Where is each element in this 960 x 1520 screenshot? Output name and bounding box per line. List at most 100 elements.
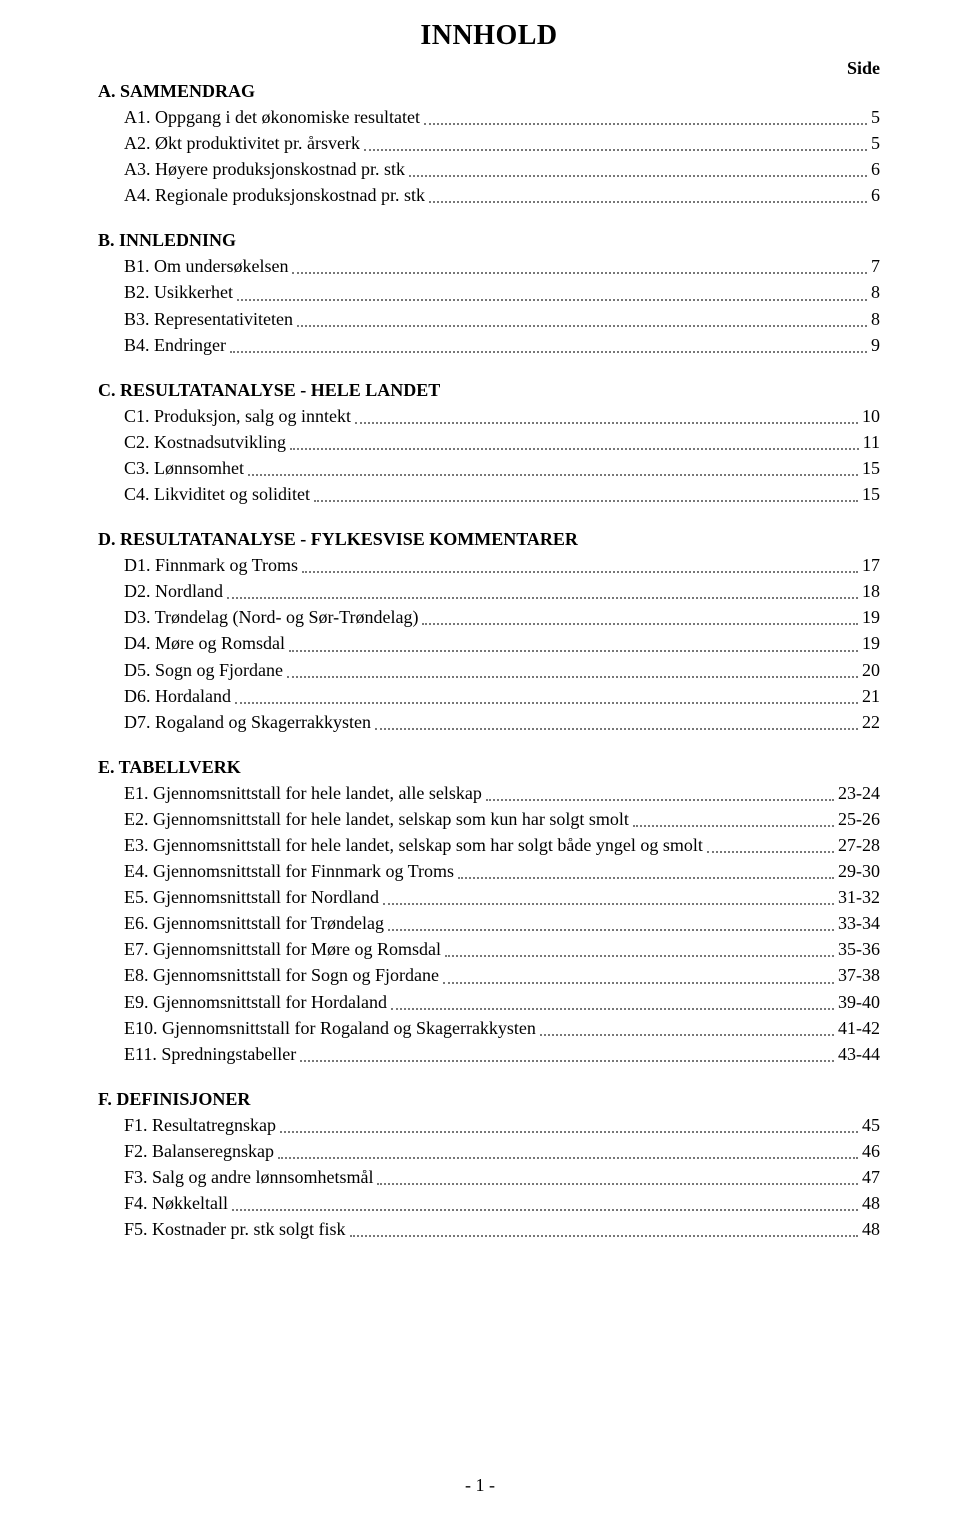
toc-entry-page: 22 bbox=[862, 709, 880, 735]
toc-entry-label: D3. Trøndelag (Nord- og Sør-Trøndelag) bbox=[124, 604, 418, 630]
toc-row: E9. Gjennomsnittstall for Hordaland 39-40 bbox=[98, 989, 880, 1015]
toc-entry-label: A4. Regionale produksjonskostnad pr. stk bbox=[124, 182, 425, 208]
toc-row: E10. Gjennomsnittstall for Rogaland og S… bbox=[98, 1015, 880, 1041]
toc-leader-dots bbox=[388, 929, 834, 931]
toc-entry-page: 21 bbox=[862, 683, 880, 709]
toc-row: D5. Sogn og Fjordane20 bbox=[98, 657, 880, 683]
toc-entry-label: E5. Gjennomsnittstall for Nordland bbox=[124, 884, 379, 910]
toc-entry-label: E1. Gjennomsnittstall for hele landet, a… bbox=[124, 780, 482, 806]
toc-leader-dots bbox=[278, 1157, 858, 1159]
toc-leader-dots bbox=[458, 877, 834, 879]
toc-entry-page: 19 bbox=[862, 604, 880, 630]
toc-entry-page: 47 bbox=[862, 1164, 880, 1190]
toc-row: A4. Regionale produksjonskostnad pr. stk… bbox=[98, 182, 880, 208]
toc-leader-dots bbox=[300, 1060, 834, 1062]
toc-entry-label: C4. Likviditet og soliditet bbox=[124, 481, 310, 507]
section-header: A. SAMMENDRAG bbox=[98, 81, 880, 102]
toc-entry-label: E3. Gjennomsnittstall for hele landet, s… bbox=[124, 832, 703, 858]
toc-leader-dots bbox=[707, 851, 834, 853]
toc-entry-label: F5. Kostnader pr. stk solgt fisk bbox=[124, 1216, 346, 1242]
toc-leader-dots bbox=[422, 623, 858, 625]
toc-entry-page: 35-36 bbox=[838, 936, 880, 962]
toc-row: E8. Gjennomsnittstall for Sogn og Fjorda… bbox=[98, 962, 880, 988]
toc-row: D2. Nordland18 bbox=[98, 578, 880, 604]
toc-row: F4. Nøkkeltall 48 bbox=[98, 1190, 880, 1216]
toc-row: A1. Oppgang i det økonomiske resultatet 5 bbox=[98, 104, 880, 130]
toc-row: F5. Kostnader pr. stk solgt fisk48 bbox=[98, 1216, 880, 1242]
toc-leader-dots bbox=[377, 1183, 858, 1185]
toc-row: F2. Balanseregnskap46 bbox=[98, 1138, 880, 1164]
toc-row: D4. Møre og Romsdal19 bbox=[98, 630, 880, 656]
toc-entry-page: 5 bbox=[871, 104, 880, 130]
toc-leader-dots bbox=[314, 500, 858, 502]
toc-entry-page: 17 bbox=[862, 552, 880, 578]
toc-row: D6. Hordaland21 bbox=[98, 683, 880, 709]
toc-row: B2. Usikkerhet8 bbox=[98, 279, 880, 305]
toc-leader-dots bbox=[486, 799, 834, 801]
toc-entry-page: 6 bbox=[871, 156, 880, 182]
toc-row: C3. Lønnsomhet 15 bbox=[98, 455, 880, 481]
toc-entry-label: C1. Produksjon, salg og inntekt bbox=[124, 403, 351, 429]
toc-leader-dots bbox=[232, 1209, 858, 1211]
toc-leader-dots bbox=[375, 728, 858, 730]
toc-section: B. INNLEDNINGB1. Om undersøkelsen7B2. Us… bbox=[98, 230, 880, 357]
toc-row: E4. Gjennomsnittstall for Finnmark og Tr… bbox=[98, 858, 880, 884]
toc-section: F. DEFINISJONERF1. Resultatregnskap45F2.… bbox=[98, 1089, 880, 1242]
toc-entry-page: 15 bbox=[862, 455, 880, 481]
toc-entry-label: F2. Balanseregnskap bbox=[124, 1138, 274, 1164]
toc-entry-page: 37-38 bbox=[838, 962, 880, 988]
toc-section: D. RESULTATANALYSE - FYLKESVISE KOMMENTA… bbox=[98, 529, 880, 735]
toc-leader-dots bbox=[302, 571, 858, 573]
toc-leader-dots bbox=[424, 123, 867, 125]
toc-entry-page: 27-28 bbox=[838, 832, 880, 858]
toc-leader-dots bbox=[289, 650, 858, 652]
toc-entry-label: B2. Usikkerhet bbox=[124, 279, 233, 305]
toc-entry-label: D4. Møre og Romsdal bbox=[124, 630, 285, 656]
toc-leader-dots bbox=[443, 982, 834, 984]
toc-leader-dots bbox=[409, 175, 867, 177]
section-header: F. DEFINISJONER bbox=[98, 1089, 880, 1110]
toc-row: C2. Kostnadsutvikling11 bbox=[98, 429, 880, 455]
toc-row: E7. Gjennomsnittstall for Møre og Romsda… bbox=[98, 936, 880, 962]
toc-entry-page: 43-44 bbox=[838, 1041, 880, 1067]
toc-row: E11. Spredningstabeller43-44 bbox=[98, 1041, 880, 1067]
toc-row: E2. Gjennomsnittstall for hele landet, s… bbox=[98, 806, 880, 832]
toc-entry-page: 23-24 bbox=[838, 780, 880, 806]
toc-entry-label: A2. Økt produktivitet pr. årsverk bbox=[124, 130, 360, 156]
toc-entry-label: C3. Lønnsomhet bbox=[124, 455, 244, 481]
toc-entry-page: 8 bbox=[871, 306, 880, 332]
toc-entry-label: D1. Finnmark og Troms bbox=[124, 552, 298, 578]
toc-leader-dots bbox=[237, 299, 867, 301]
toc-leader-dots bbox=[364, 149, 867, 151]
toc-row: D3. Trøndelag (Nord- og Sør-Trøndelag) 19 bbox=[98, 604, 880, 630]
toc-entry-label: F4. Nøkkeltall bbox=[124, 1190, 228, 1216]
toc-row: D7. Rogaland og Skagerrakkysten22 bbox=[98, 709, 880, 735]
toc-entry-label: E2. Gjennomsnittstall for hele landet, s… bbox=[124, 806, 629, 832]
toc-row: F3. Salg og andre lønnsomhetsmål47 bbox=[98, 1164, 880, 1190]
toc-entry-label: B1. Om undersøkelsen bbox=[124, 253, 288, 279]
toc-row: F1. Resultatregnskap45 bbox=[98, 1112, 880, 1138]
toc-entry-label: F1. Resultatregnskap bbox=[124, 1112, 276, 1138]
toc-entry-page: 31-32 bbox=[838, 884, 880, 910]
toc-entry-label: E10. Gjennomsnittstall for Rogaland og S… bbox=[124, 1015, 536, 1041]
toc-leader-dots bbox=[290, 448, 859, 450]
page-title: INNHOLD bbox=[98, 20, 880, 52]
toc-row: E6. Gjennomsnittstall for Trøndelag33-34 bbox=[98, 910, 880, 936]
toc-entry-label: E6. Gjennomsnittstall for Trøndelag bbox=[124, 910, 384, 936]
section-header: B. INNLEDNING bbox=[98, 230, 880, 251]
toc-entry-page: 41-42 bbox=[838, 1015, 880, 1041]
toc-row: C1. Produksjon, salg og inntekt10 bbox=[98, 403, 880, 429]
toc-row: B3. Representativiteten8 bbox=[98, 306, 880, 332]
toc-leader-dots bbox=[287, 676, 858, 678]
toc-entry-page: 48 bbox=[862, 1190, 880, 1216]
toc-entry-label: E4. Gjennomsnittstall for Finnmark og Tr… bbox=[124, 858, 454, 884]
toc-entry-page: 39-40 bbox=[838, 989, 880, 1015]
toc-entry-label: D2. Nordland bbox=[124, 578, 223, 604]
toc-row: C4. Likviditet og soliditet15 bbox=[98, 481, 880, 507]
toc-section: A. SAMMENDRAGA1. Oppgang i det økonomisk… bbox=[98, 81, 880, 208]
page-number: - 1 - bbox=[0, 1475, 960, 1496]
toc-entry-label: E9. Gjennomsnittstall for Hordaland bbox=[124, 989, 387, 1015]
toc-entry-page: 29-30 bbox=[838, 858, 880, 884]
toc-leader-dots bbox=[235, 702, 858, 704]
toc-entry-label: A1. Oppgang i det økonomiske resultatet bbox=[124, 104, 420, 130]
